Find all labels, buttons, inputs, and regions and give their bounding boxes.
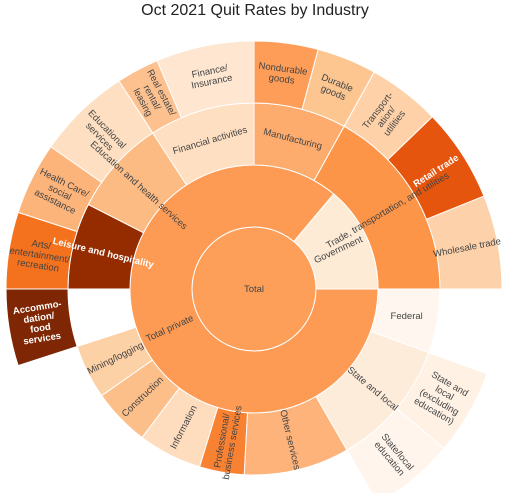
segment-educational-services[interactable] (50, 80, 154, 184)
segment-professional-business-services[interactable] (198, 406, 249, 476)
segment-other-services[interactable] (243, 395, 348, 476)
segment-accommo-dation-food-services[interactable] (5, 288, 78, 367)
segments-layer (5, 40, 503, 493)
segment-state-local-education[interactable] (346, 407, 445, 493)
segment-construction[interactable] (100, 359, 181, 439)
segment-wholesale-trade[interactable] (425, 195, 503, 290)
segment-mining-logging[interactable] (76, 326, 154, 397)
segment-total[interactable] (191, 226, 317, 352)
chart-title: Oct 2021 Quit Rates by Industry (141, 2, 369, 19)
segment-information[interactable] (141, 387, 219, 468)
segment-real-estate-rental-leasing[interactable] (118, 60, 182, 134)
